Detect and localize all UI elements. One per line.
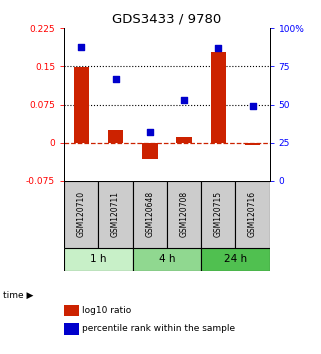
Text: GSM120710: GSM120710 [77, 191, 86, 237]
Bar [201, 181, 235, 248]
Bar [235, 181, 270, 248]
Text: percentile rank within the sample: percentile rank within the sample [82, 324, 235, 333]
Bar [64, 181, 99, 248]
Bar [108, 130, 123, 143]
Bar [201, 248, 270, 271]
Text: 1 h: 1 h [90, 254, 107, 264]
Point [181, 97, 187, 103]
Text: time ▶: time ▶ [3, 291, 34, 300]
Bar [142, 143, 158, 159]
Point [216, 45, 221, 51]
Bar [64, 248, 133, 271]
Bar [99, 181, 133, 248]
Bar [133, 181, 167, 248]
Text: GSM120708: GSM120708 [179, 191, 188, 237]
Text: GSM120648: GSM120648 [145, 191, 154, 237]
Point [113, 76, 118, 81]
Bar [133, 248, 201, 271]
Point [250, 103, 255, 109]
Bar [245, 143, 260, 145]
Text: GSM120716: GSM120716 [248, 191, 257, 237]
Text: 24 h: 24 h [224, 254, 247, 264]
Title: GDS3433 / 9780: GDS3433 / 9780 [112, 13, 221, 26]
Text: log10 ratio: log10 ratio [82, 306, 131, 315]
Point [147, 129, 152, 135]
Bar [176, 137, 192, 143]
Text: GSM120711: GSM120711 [111, 191, 120, 237]
Text: 4 h: 4 h [159, 254, 175, 264]
Bar [167, 181, 201, 248]
Bar [211, 52, 226, 143]
Point [79, 44, 84, 50]
Text: GSM120715: GSM120715 [214, 191, 223, 237]
Bar [74, 67, 89, 143]
